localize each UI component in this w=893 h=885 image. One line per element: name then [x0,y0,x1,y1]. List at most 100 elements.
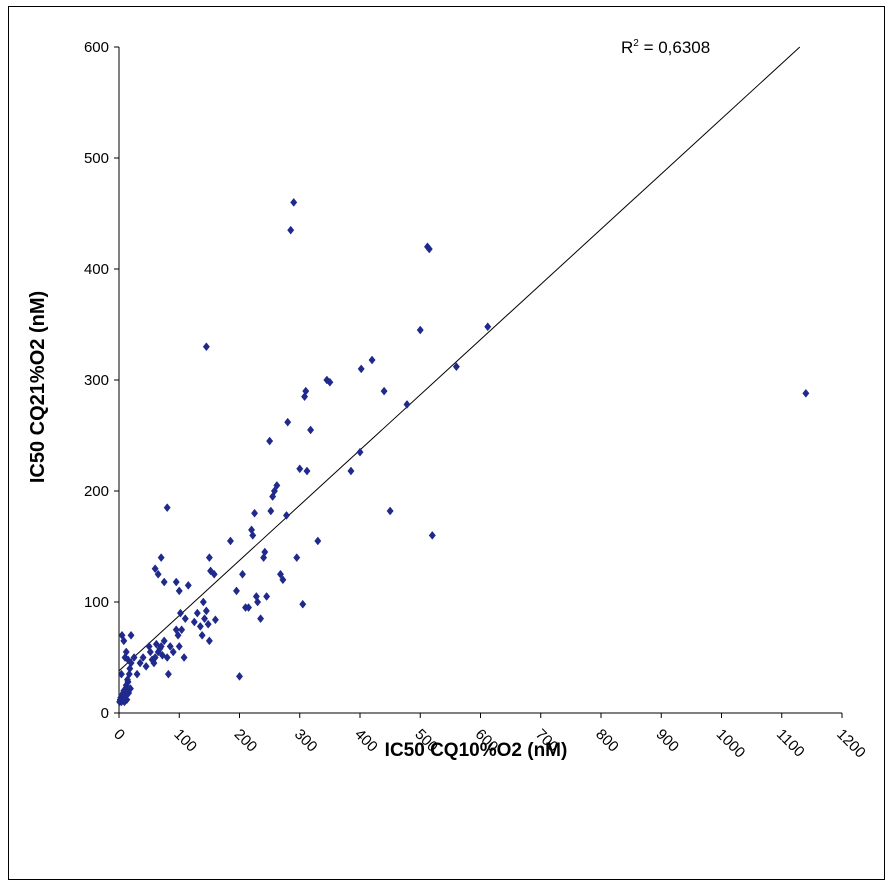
data-point [428,530,436,540]
trendline-line [118,46,801,672]
data-point [205,553,213,563]
x-tick-label: 1200 [833,726,869,762]
data-point [169,647,177,657]
data-point [232,586,241,596]
data-point [452,362,460,372]
data-point [282,511,291,520]
r2-exponent: 2 [633,38,639,49]
data-point [124,655,132,665]
data-point [299,599,307,609]
x-tick-label: 300 [291,726,321,756]
data-point [196,622,204,631]
data-point [125,669,133,679]
data-point [296,464,304,474]
data-point [254,597,262,607]
data-point [307,425,315,435]
r2-prefix: R [621,38,633,57]
data-point [151,653,159,662]
x-tick-label: 1000 [713,726,749,762]
data-point [204,619,212,629]
data-point [314,536,322,546]
x-tick-label: 1100 [773,726,808,761]
data-point [160,636,168,646]
data-point [261,547,269,557]
data-point [202,606,210,616]
x-axis-title: IC50 CQ10%O2 (nM) [385,740,568,761]
data-point [279,575,287,585]
data-point [146,647,154,657]
data-point [201,614,209,624]
data-point [160,577,168,587]
data-point [199,597,207,607]
data-point [117,669,125,679]
data-point [133,669,141,679]
data-point [267,506,275,516]
data-point [270,486,278,496]
data-point [357,364,365,374]
data-point [157,553,165,563]
data-point [123,695,131,705]
data-point [176,608,184,618]
data-point [126,684,134,693]
data-point [202,342,210,352]
data-point [266,436,274,446]
data-point [263,592,271,601]
data-points [116,197,810,707]
data-point [205,636,213,646]
data-point [276,569,284,579]
data-point [802,388,810,398]
data-point [302,386,310,396]
data-point [163,503,171,513]
trendline [118,46,801,672]
data-point [235,671,244,681]
r2-value: = 0,6308 [639,38,710,57]
data-point [290,197,298,207]
x-tick-label: 900 [652,726,682,756]
data-point [416,325,424,335]
data-point [172,577,180,587]
data-point [211,615,219,625]
data-point [139,653,147,662]
data-point [226,536,234,546]
data-point [164,669,172,679]
data-point [136,658,144,668]
data-point [175,641,183,651]
data-point [368,355,376,365]
data-point [184,580,192,590]
data-point [251,508,259,518]
data-point [257,614,265,624]
x-tick-label: 100 [170,726,200,756]
data-point [181,614,189,624]
data-point [151,564,159,574]
x-tick-label: 0 [110,726,128,744]
data-point [293,553,301,563]
data-point [166,641,174,651]
y-tick-label: 100 [84,594,109,611]
data-point [120,636,128,646]
data-point [403,400,411,409]
data-point [193,608,201,618]
y-tick-label: 600 [84,39,109,56]
data-point [356,447,364,457]
data-point [174,630,182,640]
x-tick-label: 200 [231,726,261,756]
data-point [130,653,138,662]
y-tick-label: 500 [84,150,109,167]
data-point [175,586,183,596]
data-point [157,641,165,651]
x-tick-label: 800 [592,726,622,756]
y-tick-label: 300 [84,372,109,389]
data-point [326,377,334,387]
data-point [303,466,311,476]
data-point [284,417,292,427]
data-point [163,653,171,662]
chart-frame: 0 100 200 300 400 500 600 0 100 200 300 400 500 600 70… [8,6,885,880]
data-point [386,506,394,516]
y-tick-label: 0 [101,705,109,722]
data-point [127,630,135,640]
r2-label: R2 = 0,6308 [621,38,710,57]
data-point [190,617,198,627]
data-point [124,677,132,687]
